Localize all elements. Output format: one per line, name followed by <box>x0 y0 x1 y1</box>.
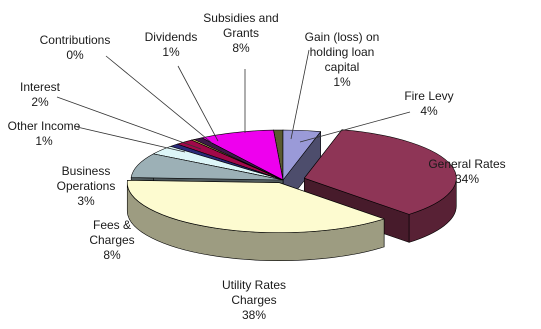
leader-line <box>177 65 219 142</box>
slice-label: Gain (loss) on holding loan capital 1% <box>305 30 380 89</box>
slice-label: General Rates 34% <box>428 157 505 186</box>
leader-line <box>299 111 411 143</box>
leader-line <box>105 55 213 144</box>
slice-label: Subsidies and Grants 8% <box>203 11 278 55</box>
slice-label: Interest 2% <box>20 80 61 109</box>
leader-lines <box>56 49 411 153</box>
slice-label: Fees & Charges 8% <box>89 218 134 262</box>
leader-line <box>56 96 202 150</box>
leader-line <box>290 49 310 140</box>
slice-label: Fire Levy 4% <box>404 89 453 118</box>
leader-line <box>76 126 186 153</box>
slice-label: Contributions 0% <box>40 33 111 62</box>
pie-slice <box>126 179 385 261</box>
slice-label: Dividends 1% <box>145 30 198 59</box>
slice-label: Business Operations 3% <box>57 164 116 208</box>
slice-labels: Fire Levy 4% General Rates 34% Utility Rates… <box>8 11 506 322</box>
pie-slices <box>126 129 457 261</box>
slice-label: Other Income 1% <box>8 119 81 148</box>
slice-label: Utility Rates Charges 38% <box>222 278 286 322</box>
